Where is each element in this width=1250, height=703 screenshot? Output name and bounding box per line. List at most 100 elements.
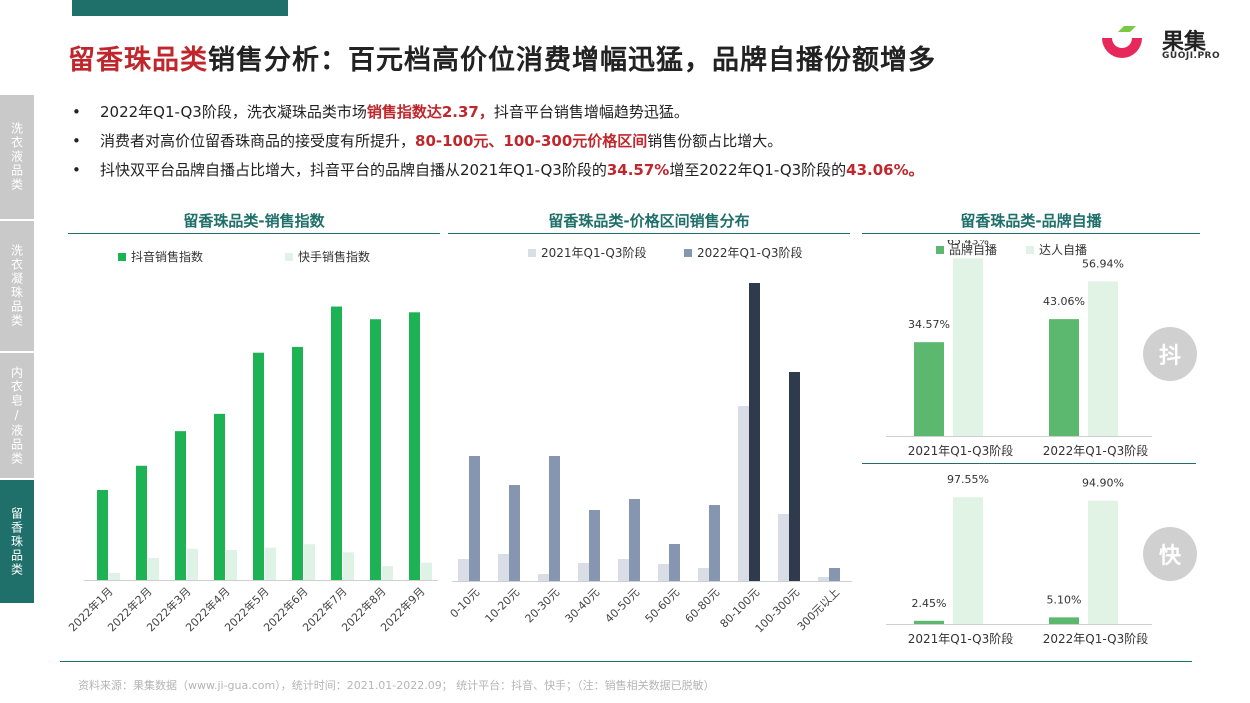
bar-1-5 (618, 559, 629, 581)
bar-2-1 (469, 456, 480, 581)
douyin-badge: 抖 (1143, 327, 1197, 381)
chart-title-price-distribution: 留香珠品类-价格区间销售分布 (548, 212, 750, 230)
legend-swatch (1026, 246, 1034, 254)
data-label: 65.43% (947, 240, 989, 247)
bar-2-5 (265, 547, 276, 580)
legend-label: 品牌自播 (949, 243, 997, 257)
logo-name: 果集 (1162, 30, 1207, 55)
bar-2-6 (669, 544, 680, 581)
sidenav-label: 洗衣凝珠品类 (9, 244, 24, 328)
bar-1-7 (331, 306, 342, 580)
tick-label: 10-20元 (483, 586, 523, 626)
bar-2-1 (953, 497, 983, 624)
bar-1-2 (1049, 319, 1079, 436)
bar-1-9 (778, 514, 789, 581)
bar-2-5 (629, 499, 640, 581)
bar-1-2 (136, 465, 147, 580)
bar-2-3 (549, 456, 560, 581)
bar-1-3 (175, 431, 186, 580)
brand-live-kuaishou-chart: 2.45% 5.10% 97.55% 94.90% 2021年Q1-Q3阶段 2022年Q… (886, 473, 1152, 646)
bar-2-8 (382, 566, 393, 580)
sidenav-item-laundry-pods[interactable]: 洗衣凝珠品类 (0, 221, 34, 353)
data-label: 34.57% (908, 318, 950, 331)
bar-1-1 (914, 342, 944, 436)
bar-2-4 (226, 550, 237, 580)
bar-2-10 (829, 568, 840, 581)
bar-1-1 (458, 559, 469, 581)
legend-swatch (118, 253, 126, 261)
bullet-text: 抖快双平台品牌自播占比增大，抖音平台的品牌自播从2021年Q1-Q3阶段的 (100, 161, 607, 179)
legend-swatch (684, 249, 692, 257)
divider (448, 233, 850, 234)
sidenav-label: 洗衣液品类 (9, 122, 24, 192)
bar-1-1 (97, 490, 108, 580)
bar-1-6 (658, 564, 669, 581)
tick-label: 60-80元 (683, 586, 723, 626)
data-label: 56.94% (1082, 257, 1124, 270)
bar-1-2 (498, 554, 509, 581)
divider (68, 233, 440, 234)
legend-swatch (936, 246, 944, 254)
tick-label: 2022年Q1-Q3阶段 (1043, 443, 1148, 458)
brand-live-douyin-chart: 34.57% 43.06% 65.43% 56.94% 2021年Q1-Q3阶段 2022… (886, 240, 1152, 458)
bar-2-2 (148, 558, 159, 580)
bullet-text: 销售份额占比增大。 (647, 132, 783, 150)
bullet-item: 抖快双平台品牌自播占比增大，抖音平台的品牌自播从2021年Q1-Q3阶段的34.… (70, 156, 1190, 185)
summary-bullets: 2022年Q1-Q3阶段，洗衣凝珠品类市场销售指数达2.37，抖音平台销售增幅趋… (70, 98, 1190, 185)
legend-label: 抖音销售指数 (131, 249, 203, 264)
bullet-highlight: 销售指数达2.37， (366, 103, 494, 121)
tick-label: 300元以上 (795, 586, 842, 633)
bar-2-7 (343, 552, 354, 580)
data-label: 94.90% (1082, 477, 1124, 490)
bar-1-7 (698, 568, 709, 581)
sidenav-label: 留香珠品类 (9, 506, 24, 577)
bullet-text: 增至2022年Q1-Q3阶段的 (669, 161, 847, 179)
bar-1-2 (1049, 617, 1079, 624)
bullet-text: 2022年Q1-Q3阶段，洗衣凝珠品类市场 (100, 103, 367, 121)
tick-label: 2022年Q1-Q3阶段 (1043, 631, 1148, 646)
bar-2-2 (1088, 281, 1118, 436)
tick-label: 20-30元 (523, 586, 563, 626)
divider (862, 463, 1196, 464)
legend-label: 2021年Q1-Q3阶段 (541, 245, 646, 260)
title-rest: 销售分析：百元档高价位消费增幅迅猛，品牌自播份额增多 (208, 45, 936, 76)
bar-1-5 (253, 352, 264, 580)
bar-1-1 (914, 620, 944, 624)
chart-title-sales-index: 留香珠品类-销售指数 (183, 212, 325, 230)
bar-2-9 (789, 372, 800, 581)
bar-2-1 (109, 573, 120, 580)
bar-2-1 (953, 258, 983, 436)
tick-label: 40-50元 (603, 586, 643, 626)
data-label: 5.10% (1047, 593, 1082, 606)
bar-1-3 (538, 574, 549, 581)
legend-label: 达人自播 (1039, 243, 1087, 257)
top-accent-bar (72, 0, 288, 16)
chart-title-brand-live: 留香珠品类-品牌自播 (960, 212, 1102, 230)
kuaishou-badge: 快 (1143, 527, 1197, 581)
tick-label: 2021年Q1-Q3阶段 (908, 443, 1013, 458)
bullet-item: 消费者对高价位留香珠商品的接受度有所提升，80-100元、100-300元价格区… (70, 127, 1190, 156)
tick-label: 0-10元 (448, 586, 482, 621)
bar-2-7 (709, 505, 720, 581)
legend-swatch (528, 249, 536, 257)
bar-2-2 (509, 485, 520, 581)
sidenav-item-underwear-soap[interactable]: 内衣皂/液品类 (0, 353, 34, 480)
legend-swatch (285, 253, 293, 261)
bar-1-9 (409, 312, 420, 580)
page-title: 留香珠品类销售分析：百元档高价位消费增幅迅猛，品牌自播份额增多 (68, 38, 936, 77)
bullet-highlight: 34.57% (606, 161, 670, 179)
bar-2-9 (421, 562, 432, 580)
side-nav: 洗衣液品类 洗衣凝珠品类 内衣皂/液品类 留香珠品类 (0, 95, 34, 605)
bar-1-6 (292, 346, 303, 580)
sidenav-item-laundry-liquid[interactable]: 洗衣液品类 (0, 95, 34, 221)
bullet-highlight: 43.06%。 (846, 161, 924, 179)
bullet-highlight: 80-100元、100-300元价格区间 (415, 132, 648, 150)
sales-index-chart: 2022年1月2022年2月2022年3月2022年4月2022年5月2022年… (65, 249, 438, 634)
divider (862, 233, 1200, 234)
data-label: 43.06% (1043, 295, 1085, 308)
sidenav-label: 内衣皂/液品类 (9, 365, 24, 466)
bar-2-2 (1088, 500, 1118, 624)
sidenav-item-scent-beads[interactable]: 留香珠品类 (0, 480, 34, 605)
logo-icon (1102, 26, 1142, 58)
bullet-item: 2022年Q1-Q3阶段，洗衣凝珠品类市场销售指数达2.37，抖音平台销售增幅趋… (70, 98, 1190, 127)
